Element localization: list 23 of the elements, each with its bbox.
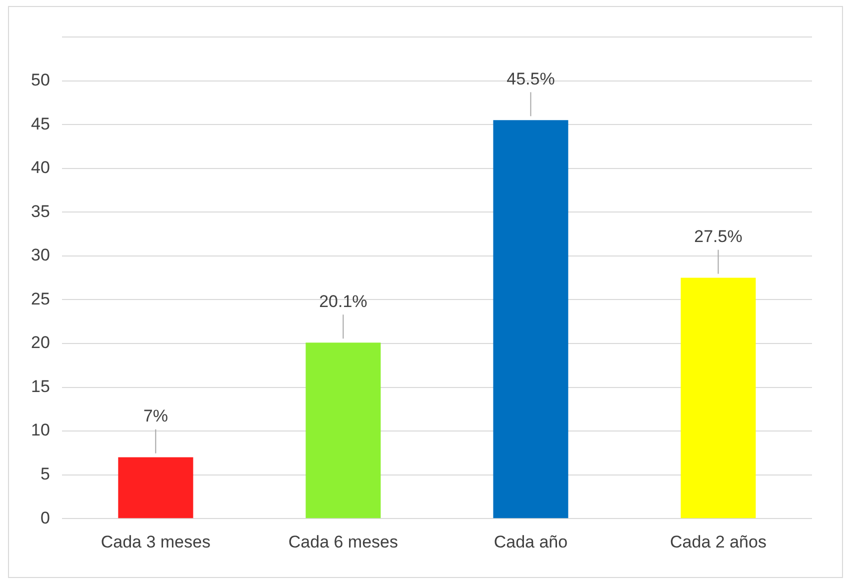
data-label: 45.5% <box>506 69 555 88</box>
y-tick-label: 25 <box>30 289 50 308</box>
y-tick-label: 35 <box>30 202 50 221</box>
x-tick-label: Cada 3 meses <box>100 532 210 552</box>
bar <box>118 457 194 518</box>
data-label: 20.1% <box>319 292 368 311</box>
y-tick-label: 5 <box>40 464 50 484</box>
bar <box>680 278 756 518</box>
y-tick-label: 45 <box>30 114 50 134</box>
y-tick-label: 50 <box>30 70 50 90</box>
y-tick-label: 10 <box>30 420 50 440</box>
y-tick-label: 40 <box>30 158 50 178</box>
y-tick-label: 15 <box>30 376 50 396</box>
data-label: 7% <box>143 406 168 426</box>
bar <box>493 120 568 518</box>
y-tick-label: 0 <box>40 508 50 528</box>
x-tick-label: Cada año <box>494 532 568 552</box>
x-tick-label: Cada 6 meses <box>288 532 398 552</box>
y-tick-label: 30 <box>30 246 50 265</box>
data-label: 27.5% <box>694 226 742 246</box>
y-tick-label: 20 <box>30 333 50 352</box>
x-tick-label: Cada 2 años <box>670 532 766 552</box>
bar <box>306 342 381 518</box>
